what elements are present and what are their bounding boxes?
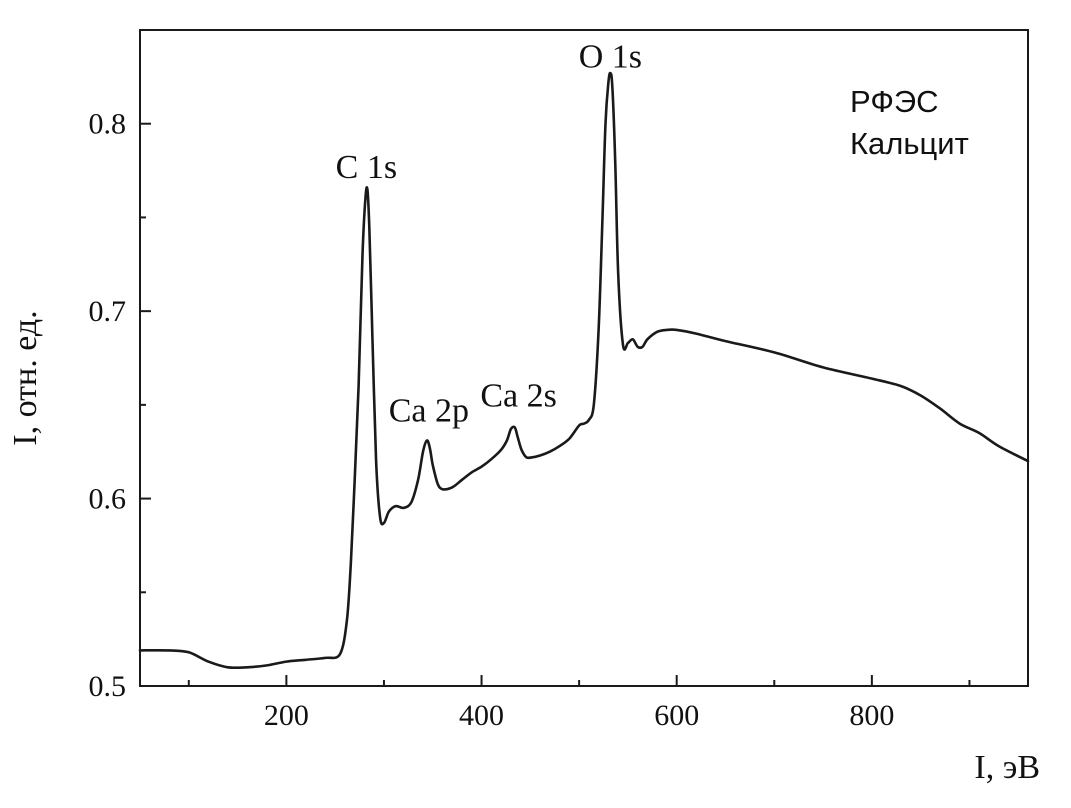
y-tick-label: 0.5 <box>89 670 127 703</box>
x-tick-label: 600 <box>654 699 699 732</box>
annotation-method: РФЭС <box>850 84 939 119</box>
spectrum-line <box>138 71 1030 670</box>
peak-label: O 1s <box>579 38 642 75</box>
peak-label: Ca 2p <box>389 393 469 430</box>
x-tick-label: 400 <box>459 699 504 732</box>
peak-label: Ca 2s <box>480 378 557 415</box>
y-tick-label: 0.8 <box>89 108 127 141</box>
peak-labels: C 1s Ca 2p Ca 2s O 1s <box>336 38 642 429</box>
y-axis-title: I, отн. ед. <box>7 310 44 445</box>
x-tick-label: 800 <box>849 699 894 732</box>
annotation-sample: Кальцит <box>850 126 969 161</box>
y-tick-label: 0.7 <box>89 295 127 328</box>
x-tick-label: 200 <box>264 699 309 732</box>
x-axis-title: I, эВ <box>974 749 1040 786</box>
y-tick-label: 0.6 <box>89 483 127 516</box>
peak-label: C 1s <box>336 149 397 186</box>
plot-frame <box>139 29 1029 687</box>
axis-ticks <box>140 122 971 687</box>
axis-tick-labels: 200 400 600 800 0.5 0.6 0.7 0.8 <box>89 108 895 732</box>
